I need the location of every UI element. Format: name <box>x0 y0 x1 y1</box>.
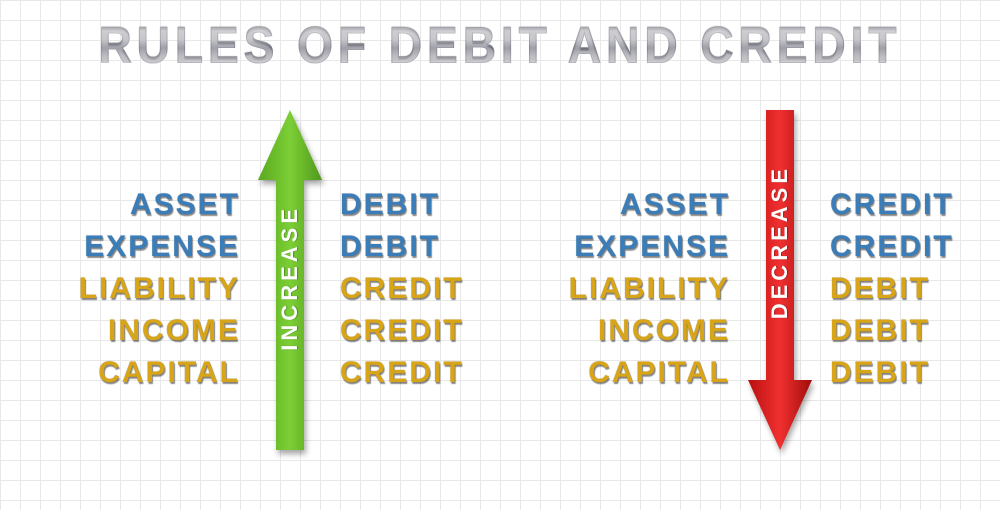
value-label: CREDIT <box>340 274 464 304</box>
category-label: CAPITAL <box>588 358 730 388</box>
decrease-panel: ASSET EXPENSE LIABILITY INCOME CAPITAL DECRE… <box>560 150 1000 480</box>
category-label: LIABILITY <box>569 274 730 304</box>
decrease-arrow: DECREASE <box>748 110 812 450</box>
category-label: EXPENSE <box>84 232 240 262</box>
decrease-values: CREDIT CREDIT DEBIT DEBIT DEBIT <box>830 190 1000 388</box>
value-label: CREDIT <box>830 232 954 262</box>
category-label: LIABILITY <box>79 274 240 304</box>
value-label: DEBIT <box>830 316 930 346</box>
value-label: DEBIT <box>340 232 440 262</box>
category-label: ASSET <box>620 190 730 220</box>
value-label: DEBIT <box>340 190 440 220</box>
category-label: EXPENSE <box>574 232 730 262</box>
value-label: DEBIT <box>830 358 930 388</box>
increase-arrow-label: INCREASE <box>277 205 303 351</box>
value-label: CREDIT <box>340 316 464 346</box>
page-title: RULES OF DEBIT AND CREDIT <box>98 15 901 74</box>
increase-panel: ASSET EXPENSE LIABILITY INCOME CAPITAL INCRE… <box>70 150 510 480</box>
value-label: CREDIT <box>830 190 954 220</box>
increase-values: DEBIT DEBIT CREDIT CREDIT CREDIT <box>340 190 510 388</box>
value-label: CREDIT <box>340 358 464 388</box>
decrease-categories: ASSET EXPENSE LIABILITY INCOME CAPITAL <box>560 190 730 388</box>
increase-arrow: INCREASE <box>258 110 322 450</box>
increase-categories: ASSET EXPENSE LIABILITY INCOME CAPITAL <box>70 190 240 388</box>
value-label: DEBIT <box>830 274 930 304</box>
category-label: INCOME <box>108 316 240 346</box>
category-label: INCOME <box>598 316 730 346</box>
category-label: ASSET <box>130 190 240 220</box>
decrease-arrow-label: DECREASE <box>767 165 793 319</box>
category-label: CAPITAL <box>98 358 240 388</box>
